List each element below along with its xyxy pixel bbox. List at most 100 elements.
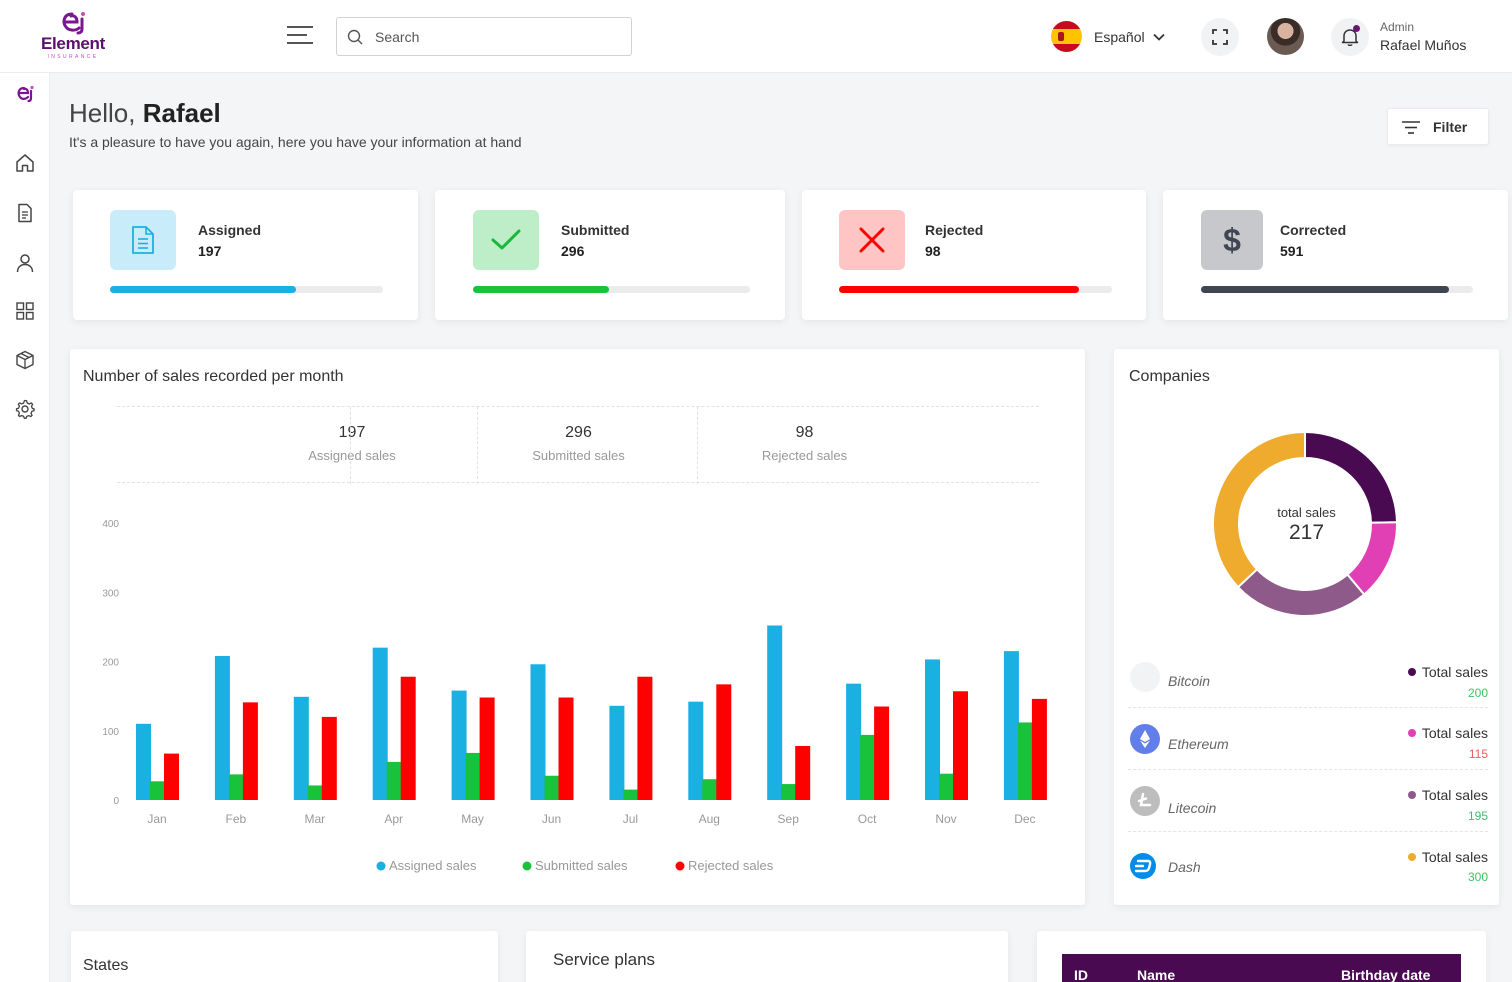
bar-submitted-sales[interactable] bbox=[465, 752, 481, 800]
bar-submitted-sales[interactable] bbox=[1017, 722, 1033, 800]
table-header-name[interactable]: Name bbox=[1137, 967, 1176, 982]
company-row-bitcoin[interactable]: Bitcoin Total sales 200 bbox=[1128, 646, 1488, 708]
stat-icon-box bbox=[473, 210, 539, 270]
user-name[interactable]: Rafael Muños bbox=[1380, 37, 1467, 53]
sales-chart-panel: Number of sales recorded per month 197 A… bbox=[70, 349, 1085, 905]
bar-rejected-sales[interactable] bbox=[242, 702, 258, 800]
search-field[interactable] bbox=[336, 17, 632, 56]
hamburger-menu-icon[interactable] bbox=[287, 26, 313, 50]
litecoin-glyph-icon bbox=[1137, 792, 1152, 807]
summary-assigned: 197 Assigned sales bbox=[117, 407, 587, 484]
bar-rejected-sales[interactable] bbox=[400, 676, 416, 800]
bar-submitted-sales[interactable] bbox=[150, 781, 165, 800]
bar-assigned-sales[interactable] bbox=[136, 723, 151, 800]
stat-label: Corrected bbox=[1280, 222, 1347, 238]
bar-assigned-sales[interactable] bbox=[767, 625, 783, 800]
bar-submitted-sales[interactable] bbox=[228, 774, 244, 800]
bar-rejected-sales[interactable] bbox=[1031, 698, 1047, 800]
x-tick-label: Oct bbox=[858, 812, 877, 826]
bar-assigned-sales[interactable] bbox=[688, 701, 704, 800]
stat-progress-track bbox=[473, 286, 750, 293]
donut-slice-dash[interactable] bbox=[1212, 430, 1306, 589]
bar-rejected-sales[interactable] bbox=[716, 684, 732, 800]
legend-label[interactable]: Rejected sales bbox=[688, 858, 774, 873]
bar-submitted-sales[interactable] bbox=[544, 775, 560, 800]
stat-card-assigned[interactable]: Assigned 197 bbox=[73, 190, 418, 320]
company-name: Bitcoin bbox=[1168, 673, 1211, 689]
company-total-value: 300 bbox=[1467, 870, 1488, 884]
document-icon[interactable] bbox=[14, 202, 36, 224]
company-row-dash[interactable]: Dash Total sales 300 bbox=[1128, 832, 1488, 894]
x-tick-label: Sep bbox=[778, 812, 800, 826]
stat-card-corrected[interactable]: $ Corrected 591 bbox=[1163, 190, 1508, 320]
donut-slice-litecoin[interactable] bbox=[1236, 567, 1366, 617]
brand-logo[interactable]: Element INSURANCE bbox=[38, 10, 108, 62]
home-icon[interactable] bbox=[14, 152, 36, 174]
x-tick-label: Mar bbox=[304, 812, 325, 826]
bar-rejected-sales[interactable] bbox=[874, 706, 890, 800]
user-icon[interactable] bbox=[14, 252, 36, 274]
logo-text: Element bbox=[40, 34, 106, 53]
bar-assigned-sales[interactable] bbox=[1003, 651, 1019, 800]
notification-badge bbox=[1353, 25, 1360, 32]
filter-label: Filter bbox=[1433, 119, 1468, 135]
bar-submitted-sales[interactable] bbox=[860, 734, 876, 800]
company-total-value: 115 bbox=[1468, 747, 1488, 761]
bar-submitted-sales[interactable] bbox=[781, 784, 797, 800]
bar-submitted-sales[interactable] bbox=[386, 761, 402, 800]
table-header-id[interactable]: ID bbox=[1074, 967, 1088, 982]
grid-icon[interactable] bbox=[14, 300, 36, 322]
company-total-label: Total sales bbox=[1407, 787, 1488, 803]
bar-assigned-sales[interactable] bbox=[530, 664, 546, 800]
bar-assigned-sales[interactable] bbox=[214, 655, 230, 800]
bar-rejected-sales[interactable] bbox=[953, 691, 968, 800]
stat-card-submitted[interactable]: Submitted 296 bbox=[435, 190, 785, 320]
bar-submitted-sales[interactable] bbox=[939, 773, 954, 800]
bar-rejected-sales[interactable] bbox=[558, 697, 574, 800]
bar-rejected-sales[interactable] bbox=[164, 753, 179, 800]
bar-assigned-sales[interactable] bbox=[925, 659, 940, 800]
bar-rejected-sales[interactable] bbox=[637, 676, 653, 800]
user-avatar[interactable] bbox=[1267, 18, 1304, 55]
company-name: Dash bbox=[1168, 859, 1201, 875]
settings-gear-icon[interactable] bbox=[14, 398, 36, 420]
total-sales-label: Total sales bbox=[1421, 787, 1488, 803]
bar-submitted-sales[interactable] bbox=[623, 789, 639, 800]
bar-assigned-sales[interactable] bbox=[293, 696, 309, 800]
logo-mark-icon bbox=[62, 12, 85, 35]
company-total-value: 200 bbox=[1467, 686, 1488, 700]
bar-rejected-sales[interactable] bbox=[321, 716, 337, 800]
table-header-birthday[interactable]: Birthday date bbox=[1341, 967, 1431, 982]
language-selector[interactable]: Español bbox=[1051, 20, 1165, 53]
bar-assigned-sales[interactable] bbox=[451, 690, 467, 800]
company-row-ethereum[interactable]: Ethereum Total sales 115 bbox=[1128, 708, 1488, 770]
stat-progress-fill bbox=[110, 286, 296, 293]
bar-rejected-sales[interactable] bbox=[795, 745, 811, 800]
states-title: States bbox=[83, 957, 129, 974]
logo-small-icon[interactable] bbox=[14, 83, 36, 105]
fullscreen-button[interactable] bbox=[1201, 18, 1239, 56]
total-sales-label: Total sales bbox=[1421, 725, 1488, 741]
stat-label: Submitted bbox=[561, 222, 630, 238]
legend-label[interactable]: Assigned sales bbox=[389, 858, 477, 873]
x-icon bbox=[859, 227, 885, 253]
bar-assigned-sales[interactable] bbox=[609, 705, 625, 800]
summary-value: 98 bbox=[795, 424, 814, 441]
stat-card-rejected[interactable]: Rejected 98 bbox=[802, 190, 1146, 320]
bar-rejected-sales[interactable] bbox=[479, 697, 495, 800]
logo-subtext: INSURANCE bbox=[47, 54, 99, 60]
bar-submitted-sales[interactable] bbox=[702, 779, 718, 800]
package-icon[interactable] bbox=[14, 349, 36, 371]
stat-progress-fill bbox=[1201, 286, 1449, 293]
states-panel: States bbox=[71, 931, 498, 982]
bar-submitted-sales[interactable] bbox=[307, 785, 323, 800]
bar-assigned-sales[interactable] bbox=[372, 647, 388, 800]
x-tick-label: Nov bbox=[935, 812, 956, 826]
notifications-button[interactable] bbox=[1331, 18, 1369, 56]
search-input[interactable] bbox=[375, 27, 615, 47]
bar-assigned-sales[interactable] bbox=[846, 683, 862, 800]
greeting-name: Rafael bbox=[142, 98, 221, 128]
filter-button[interactable]: Filter bbox=[1387, 108, 1489, 145]
company-row-litecoin[interactable]: Litecoin Total sales 195 bbox=[1128, 770, 1488, 832]
legend-label[interactable]: Submitted sales bbox=[535, 858, 628, 873]
